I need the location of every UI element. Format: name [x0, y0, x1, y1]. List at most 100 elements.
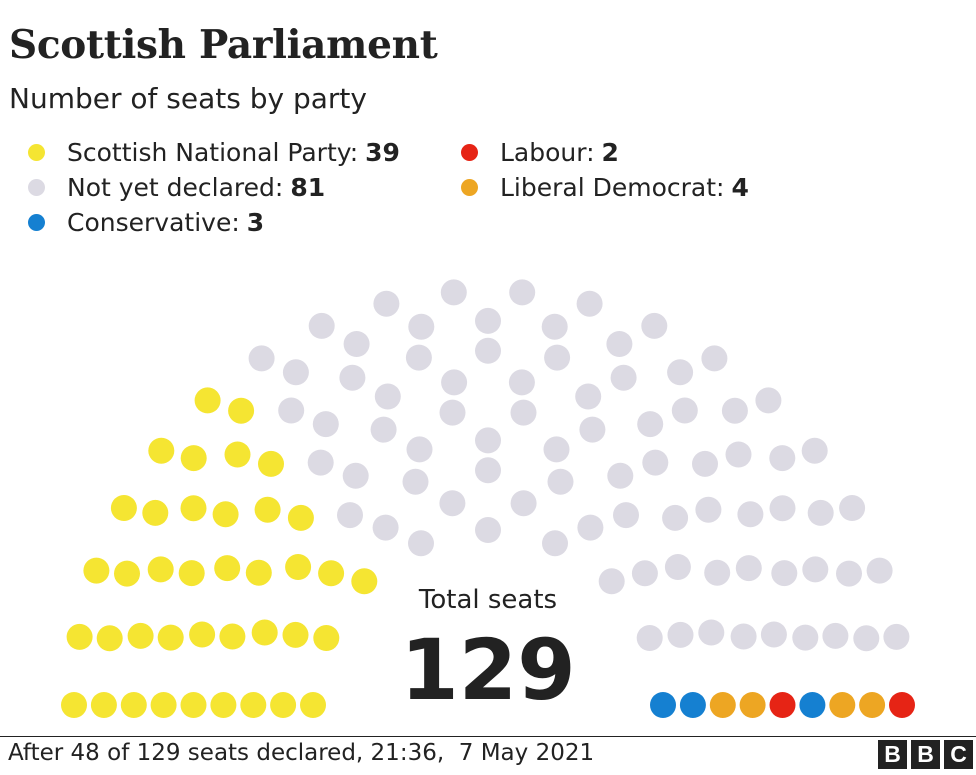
seat-not-yet-declared [372, 514, 399, 541]
seat-not-yet-declared [755, 387, 782, 414]
seat-scottish-national-party [254, 496, 281, 523]
seat-scottish-national-party [148, 437, 175, 464]
seat-not-yet-declared [282, 359, 309, 386]
seat-not-yet-declared [475, 337, 501, 364]
legend-value-labour: 2 [601, 137, 619, 167]
seat-not-yet-declared [760, 621, 787, 648]
seat-not-yet-declared [613, 502, 639, 529]
seat-scottish-national-party [240, 692, 267, 718]
seat-not-yet-declared [439, 490, 466, 517]
footer-divider [0, 736, 976, 737]
seat-not-yet-declared [801, 437, 828, 464]
seat-not-yet-declared [807, 499, 834, 526]
seat-not-yet-declared [579, 416, 606, 443]
seat-not-yet-declared [510, 490, 537, 517]
seat-not-yet-declared [475, 457, 501, 484]
seat-scottish-national-party [114, 560, 140, 587]
seat-scottish-national-party [318, 560, 345, 587]
seat-conservative [650, 692, 676, 718]
chart-title: Scottish Parliament [9, 22, 438, 68]
seat-not-yet-declared [730, 623, 757, 650]
seat-not-yet-declared [440, 279, 467, 306]
seat-scottish-national-party [194, 387, 221, 414]
seat-scottish-national-party [150, 692, 177, 718]
bbc-logo-letter: C [944, 740, 973, 769]
seat-not-yet-declared [822, 622, 849, 649]
bbc-logo-letter: B [878, 740, 907, 769]
seat-not-yet-declared [792, 624, 819, 651]
seat-not-yet-declared [307, 449, 334, 476]
seat-not-yet-declared [667, 359, 694, 386]
seat-not-yet-declared [725, 441, 752, 468]
seat-scottish-national-party [224, 441, 251, 468]
seat-not-yet-declared [373, 290, 400, 317]
seat-scottish-national-party [210, 692, 237, 718]
seat-not-yet-declared [737, 501, 764, 528]
legend-item-labour: Labour: 2 [461, 135, 619, 169]
seat-not-yet-declared [802, 556, 829, 583]
seat-scottish-national-party [287, 504, 314, 531]
seat-not-yet-declared [883, 623, 910, 650]
seat-scottish-national-party [285, 554, 312, 580]
seat-scottish-national-party [300, 692, 326, 718]
total-seats-label: Total seats [418, 585, 558, 615]
total-seats-value: 129 [400, 621, 576, 719]
seat-not-yet-declared [308, 312, 335, 339]
legend-label-conservative: Conservative: [67, 207, 240, 237]
seat-not-yet-declared [342, 462, 369, 489]
seat-not-yet-declared [641, 312, 668, 339]
seat-scottish-national-party [180, 692, 207, 718]
seat-not-yet-declared [543, 436, 570, 463]
seat-not-yet-declared [374, 383, 401, 410]
seat-conservative [679, 692, 706, 718]
seat-scottish-national-party [157, 624, 184, 651]
legend-value-snp: 39 [365, 137, 400, 167]
seat-not-yet-declared [475, 427, 501, 454]
seat-scottish-national-party [142, 499, 169, 526]
chart-subtitle: Number of seats by party [9, 82, 367, 115]
seat-not-yet-declared [704, 559, 731, 586]
legend-item-lib-dem: Liberal Democrat: 4 [461, 170, 749, 204]
seat-not-yet-declared [631, 560, 658, 587]
seat-not-yet-declared [662, 504, 689, 531]
seat-not-yet-declared [695, 496, 722, 523]
seat-not-yet-declared [771, 560, 798, 587]
seat-scottish-national-party [66, 623, 93, 650]
legend-dot-labour [461, 143, 478, 161]
seat-not-yet-declared [509, 279, 536, 306]
legend-label-labour: Labour: [500, 137, 595, 167]
legend-dot-not-declared [28, 178, 45, 196]
seat-not-yet-declared [402, 468, 429, 495]
bbc-logo: B B C [878, 740, 973, 769]
seat-not-yet-declared [542, 530, 568, 557]
seat-scottish-national-party [178, 560, 205, 587]
seat-not-yet-declared [866, 557, 893, 584]
seat-not-yet-declared [408, 530, 434, 557]
seat-not-yet-declared [839, 495, 866, 521]
legend-dot-conservative [28, 213, 45, 231]
seat-not-yet-declared [339, 364, 366, 391]
legend-value-lib-dem: 4 [731, 172, 749, 202]
seat-scottish-national-party [110, 495, 137, 521]
seat-not-yet-declared [547, 468, 574, 495]
seat-not-yet-declared [642, 449, 669, 476]
seat-labour [769, 692, 796, 718]
seat-scottish-national-party [61, 692, 87, 718]
seat-scottish-national-party [127, 622, 154, 649]
seat-scottish-national-party [251, 619, 278, 646]
seat-liberal-democrat [709, 692, 736, 718]
seat-not-yet-declared [853, 625, 880, 652]
seat-scottish-national-party [189, 621, 216, 648]
seat-not-yet-declared [544, 344, 571, 371]
legend-dot-snp [28, 143, 45, 161]
seat-not-yet-declared [278, 397, 305, 424]
footer-note: After 48 of 129 seats declared, 21:36, 7… [8, 740, 595, 766]
seat-not-yet-declared [312, 411, 339, 438]
seat-not-yet-declared [637, 411, 664, 438]
seat-not-yet-declared [664, 554, 691, 580]
seat-not-yet-declared [836, 560, 862, 587]
seat-scottish-national-party [219, 623, 246, 650]
legend-value-conservative: 3 [246, 207, 265, 237]
seat-scottish-national-party [180, 495, 207, 522]
